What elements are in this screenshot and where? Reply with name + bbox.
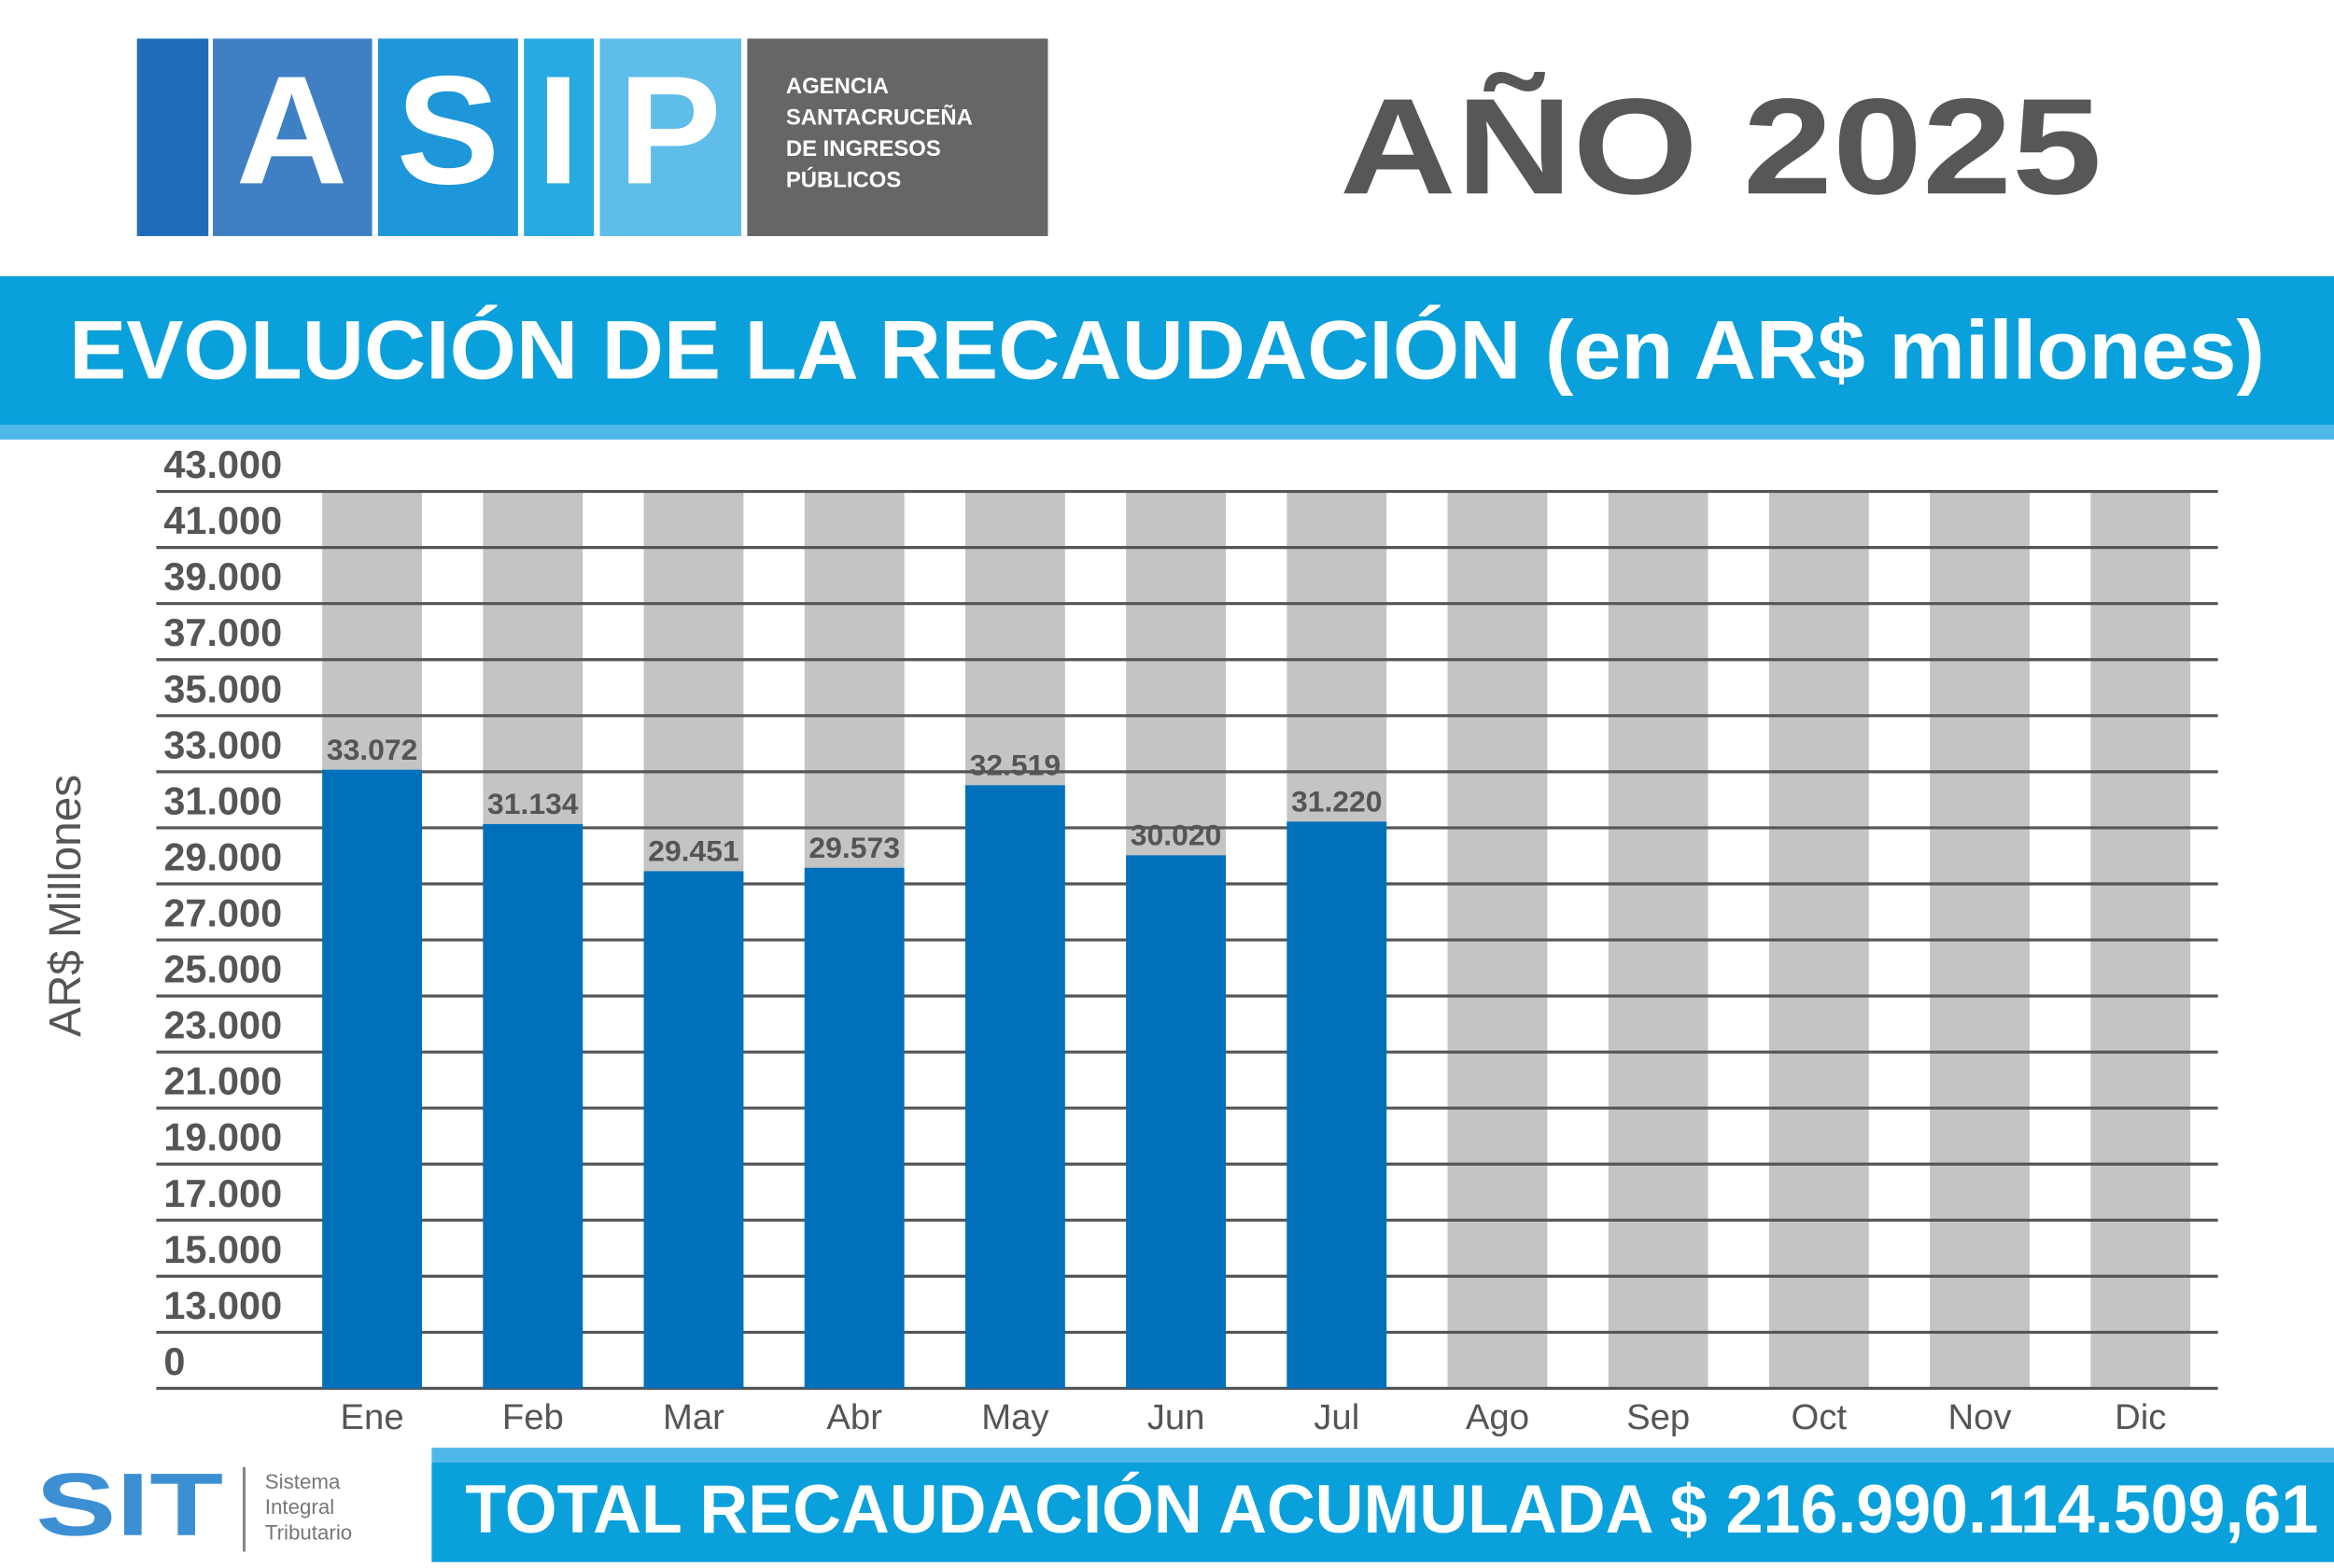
value-label: 31.134 (487, 787, 579, 820)
y-tick-label: 25.000 (163, 948, 282, 991)
bar (964, 785, 1065, 1389)
logo-block (599, 38, 742, 236)
logo-block (747, 38, 1048, 236)
y-tick-label: 31.000 (163, 779, 282, 822)
plot: 0 13.000 15.000 17.000 19.000 21.000 23.000 25.… (156, 443, 2218, 1437)
sit-line: Tributario (265, 1520, 352, 1544)
logo-block (212, 38, 373, 236)
y-tick-label: 21.000 (163, 1060, 282, 1103)
value-label: 29.573 (808, 831, 900, 864)
footer-band-strip (431, 1448, 2334, 1463)
bar (804, 867, 905, 1389)
agency-line: SANTACRUCEÑA (786, 105, 973, 131)
value-label: 33.072 (327, 733, 418, 766)
y-tick-label: 41.000 (163, 499, 282, 542)
y-tick-label: 15.000 (163, 1228, 282, 1271)
value-label: 29.451 (648, 834, 739, 868)
bar (1126, 855, 1226, 1389)
logo-block (524, 38, 595, 236)
y-tick-label: 27.000 (163, 892, 282, 935)
logo-letter: P (618, 45, 722, 217)
y-tick-label: 13.000 (163, 1284, 282, 1327)
y-tick-label: 19.000 (163, 1116, 282, 1159)
bar (483, 823, 584, 1389)
y-tick-label: 0 (163, 1340, 185, 1383)
y-tick-label: 43.000 (163, 443, 282, 486)
sit-line: Integral (265, 1495, 334, 1519)
x-tick-label: Abr (826, 1397, 882, 1437)
x-tick-label: Ene (341, 1397, 404, 1437)
title-band (0, 275, 2334, 425)
x-tick-label: Oct (1792, 1397, 1848, 1437)
agency-line: AGENCIA (786, 74, 889, 99)
y-tick-label: 33.000 (163, 723, 282, 766)
logo-block (377, 38, 518, 236)
x-tick-label: Feb (502, 1397, 564, 1437)
y-tick-label: 35.000 (163, 667, 282, 710)
x-tick-label: Dic (2115, 1397, 2166, 1437)
y-axis-label: AR$ Millones (41, 775, 91, 1037)
bar (322, 769, 423, 1389)
y-tick-label: 39.000 (163, 555, 282, 598)
x-tick-label: Jun (1147, 1397, 1205, 1437)
logo-block (136, 38, 209, 236)
logo-letter: I (537, 45, 580, 217)
agency-line: DE INGRESOS (786, 136, 941, 161)
footer-band (431, 1463, 2334, 1562)
value-label: 30.020 (1131, 819, 1222, 852)
title-band-strip (0, 425, 2334, 440)
y-tick-label: 23.000 (163, 1004, 282, 1047)
y-tick-label: 37.000 (163, 611, 282, 654)
value-label: 31.220 (1291, 785, 1383, 819)
bar (643, 871, 744, 1389)
year: AÑO 2025 (1340, 70, 2102, 223)
x-tick-label: Nov (1948, 1397, 2012, 1437)
x-tick-label: May (981, 1397, 1049, 1437)
value-label: 32.519 (970, 749, 1062, 782)
total: TOTAL RECAUDACIÓN ACUMULADA $ 216.990.11… (465, 1471, 2318, 1547)
sit-logo: SIT (35, 1456, 223, 1555)
x-tick-label: Ago (1466, 1397, 1529, 1437)
sit-line: Sistema (265, 1470, 341, 1493)
agency-line: PÚBLICOS (786, 166, 902, 192)
bar (1287, 821, 1387, 1389)
x-tick-label: Mar (663, 1397, 724, 1437)
x-tick-label: Jul (1314, 1397, 1359, 1437)
chart-title: EVOLUCIÓN DE LA RECAUDACIÓN (en AR$ mill… (69, 302, 2265, 396)
logo-letter: A (236, 45, 348, 217)
logo-letter: S (397, 45, 500, 217)
y-tick-label: 17.000 (163, 1172, 282, 1215)
y-tick-label: 29.000 (163, 836, 282, 879)
x-tick-label: Sep (1626, 1397, 1690, 1437)
